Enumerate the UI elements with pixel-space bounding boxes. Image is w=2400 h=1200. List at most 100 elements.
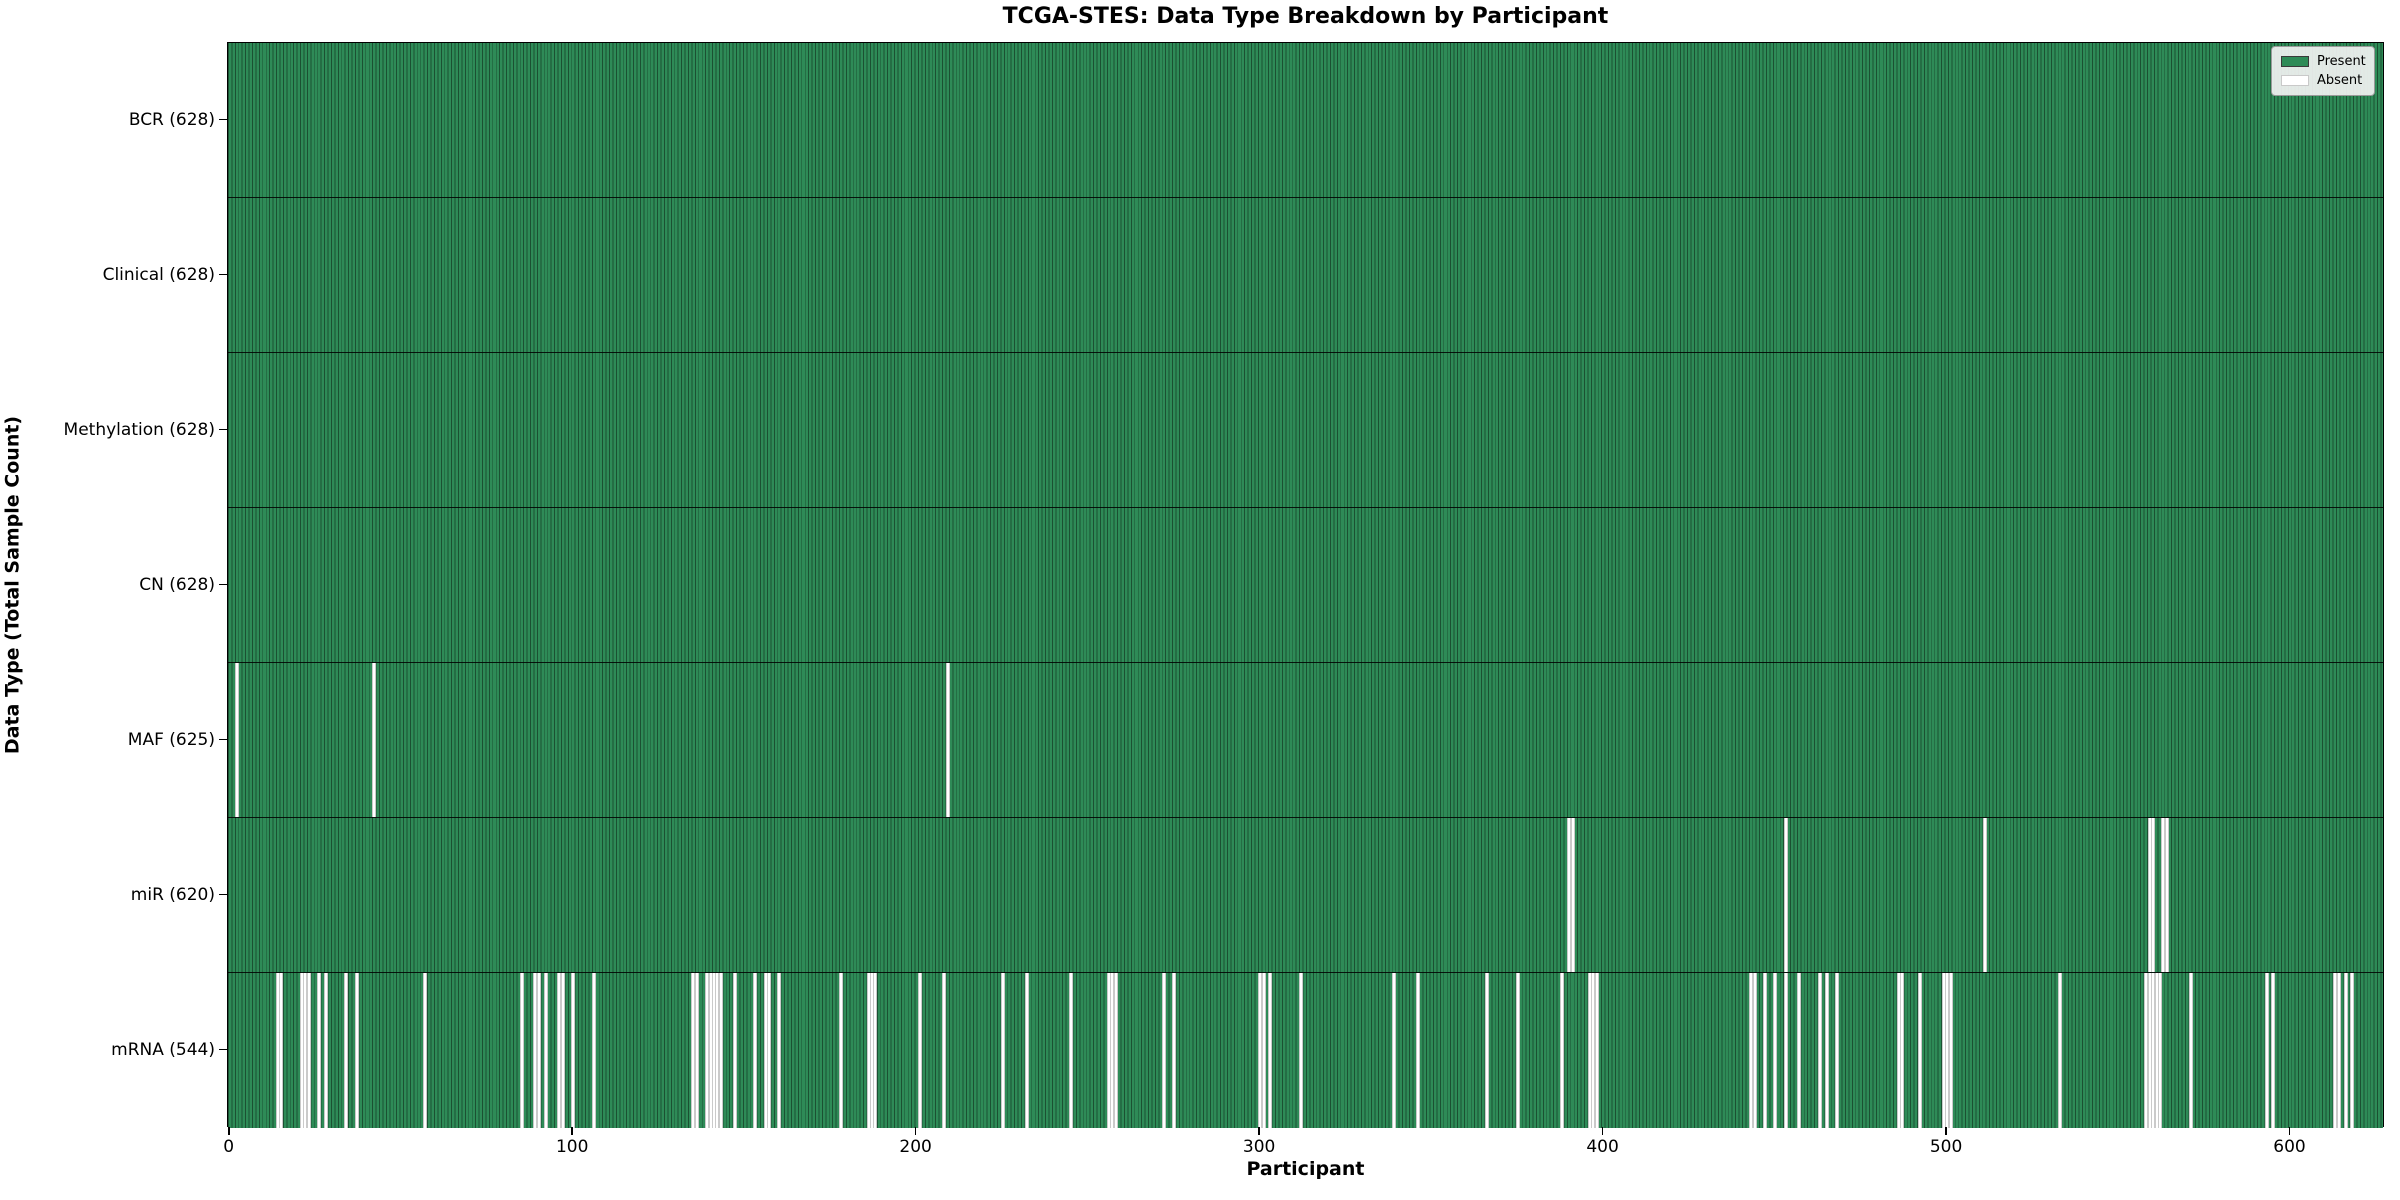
absent-stripe: [2147, 973, 2152, 1128]
absent-stripe: [344, 973, 349, 1128]
heatmap-row-Methylation: [228, 353, 2383, 508]
x-tick-label: 100: [555, 1137, 589, 1157]
y-tick-mark: [219, 428, 227, 431]
y-tick-label: Clinical (628): [102, 264, 215, 285]
absent-stripe: [2164, 818, 2169, 972]
absent-stripe: [1773, 973, 1778, 1128]
absent-stripe: [1515, 973, 1520, 1128]
absent-stripe: [1783, 818, 1788, 972]
absent-stripe: [870, 973, 874, 1128]
absent-stripe: [2058, 973, 2063, 1128]
absent-stripe: [2350, 973, 2355, 1128]
absent-stripe: [2158, 973, 2163, 1128]
absent-stripe: [323, 973, 328, 1128]
absent-stripe: [1945, 973, 1950, 1128]
absent-stripe: [317, 973, 322, 1128]
absent-stripe: [1268, 973, 1273, 1128]
absent-stripe: [777, 973, 782, 1128]
legend-entry-absent: Absent: [2272, 73, 2374, 88]
x-axis-label: Participant: [1246, 1158, 1365, 1180]
x-tick-label: 500: [1929, 1137, 1963, 1157]
absent-stripe: [942, 973, 947, 1128]
y-tick-mark: [219, 1048, 227, 1051]
absent-stripe: [753, 973, 758, 1128]
absent-stripe: [691, 973, 696, 1128]
absent-stripe: [2151, 973, 2156, 1128]
absent-stripe: [1783, 973, 1788, 1128]
absent-stripe: [1749, 973, 1754, 1128]
y-tick-mark: [219, 738, 227, 741]
y-tick-label: Methylation (628): [63, 419, 215, 440]
absent-stripe: [1591, 973, 1596, 1128]
absent-stripe: [873, 973, 878, 1128]
absent-stripe: [715, 973, 720, 1128]
absent-stripe: [1835, 973, 1840, 1128]
absent-stripe: [560, 973, 565, 1128]
y-tick-label: mRNA (544): [111, 1039, 215, 1060]
x-tick-label: 0: [223, 1137, 235, 1157]
y-tick-label: CN (628): [139, 574, 215, 595]
absent-stripe: [1107, 973, 1111, 1128]
absent-stripe: [2271, 973, 2276, 1128]
absent-stripe: [234, 663, 239, 817]
absent-stripe: [694, 973, 699, 1128]
absent-stripe: [732, 973, 737, 1128]
absent-stripe: [2264, 973, 2269, 1128]
absent-stripe: [299, 973, 304, 1128]
absent-stripe: [1797, 973, 1802, 1128]
absent-stripe: [2343, 973, 2348, 1128]
absent-stripe: [2147, 818, 2152, 972]
absent-stripe: [303, 973, 308, 1128]
absent-stripe: [2333, 973, 2338, 1128]
absent-stripe: [423, 973, 428, 1128]
heatmap-row-CN: [228, 508, 2383, 663]
absent-stripe: [708, 973, 713, 1128]
heatmap-row-Clinical: [228, 198, 2383, 353]
chart-title: TCGA-STES: Data Type Breakdown by Partic…: [1002, 4, 1609, 29]
absent-stripe: [1917, 973, 1922, 1128]
absent-stripe: [945, 663, 950, 817]
absent-stripe: [533, 973, 538, 1128]
absent-stripe: [712, 973, 716, 1128]
absent-stripe: [918, 973, 923, 1128]
x-tick-label: 600: [2273, 1137, 2306, 1157]
absent-stripe: [1161, 973, 1166, 1128]
x-tick-mark: [571, 1127, 573, 1135]
absent-stripe: [371, 663, 376, 817]
absent-stripe: [1900, 973, 1905, 1128]
absent-stripe: [1110, 973, 1115, 1128]
absent-stripe: [1261, 973, 1266, 1128]
absent-stripe: [766, 973, 771, 1128]
absent-stripe: [866, 973, 871, 1128]
absent-stripe: [718, 973, 723, 1128]
absent-stripe: [2154, 973, 2159, 1128]
y-tick-mark: [219, 273, 227, 276]
absent-stripe: [839, 973, 844, 1128]
heatmap-row-MAF: [228, 663, 2383, 818]
absent-stripe: [1567, 818, 1572, 972]
absent-stripe: [1172, 973, 1177, 1128]
absent-stripe: [1416, 973, 1421, 1128]
absent-stripe: [536, 973, 541, 1128]
x-tick-mark: [1945, 1127, 1947, 1135]
absent-stripe: [1113, 973, 1118, 1128]
absent-stripe: [1258, 973, 1263, 1128]
y-tick-mark: [219, 893, 227, 896]
absent-stripe: [1982, 818, 1987, 972]
absent-stripe: [1484, 973, 1489, 1128]
absent-stripe: [519, 973, 524, 1128]
absent-stripe: [2151, 818, 2156, 972]
absent-stripe: [557, 973, 562, 1128]
absent-stripe: [279, 973, 284, 1128]
legend-label-absent: Absent: [2317, 73, 2363, 88]
absent-stripe: [705, 973, 710, 1128]
y-tick-mark: [219, 583, 227, 586]
x-tick-mark: [914, 1127, 917, 1135]
absent-stripe: [2336, 973, 2341, 1128]
legend: Present Absent: [2271, 46, 2375, 96]
present-swatch-icon: [2281, 56, 2309, 67]
absent-stripe: [1824, 973, 1829, 1128]
absent-stripe: [543, 973, 548, 1128]
y-tick-label: MAF (625): [127, 729, 215, 750]
absent-stripe: [1594, 973, 1599, 1128]
